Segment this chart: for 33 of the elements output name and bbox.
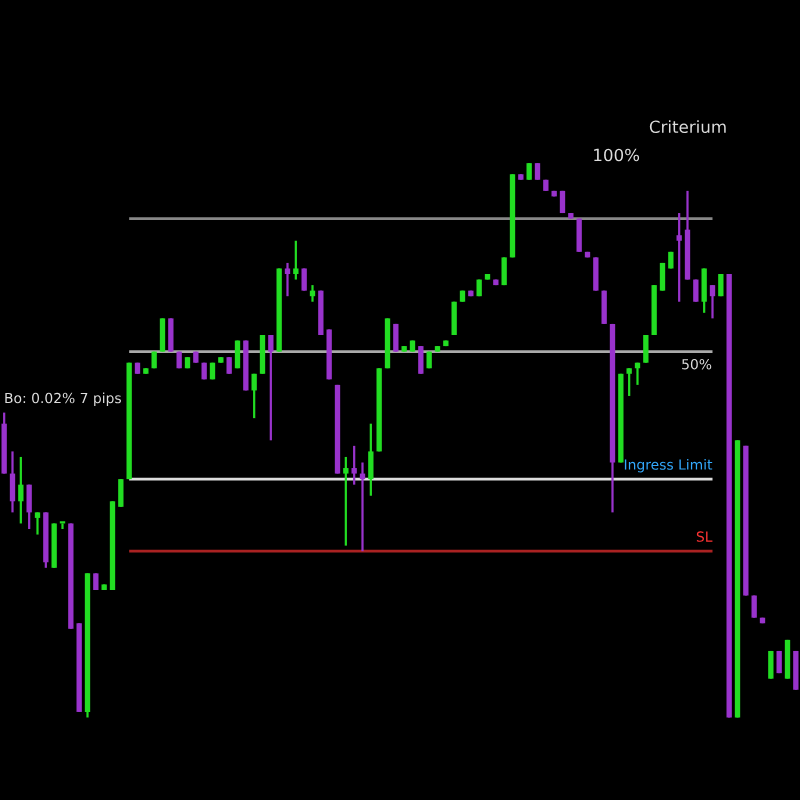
candlestick (643, 333, 649, 364)
candlestick (159, 317, 166, 353)
candlestick (268, 333, 274, 442)
text: Criterium (649, 120, 726, 134)
candlestick (501, 256, 507, 287)
candlestick (34, 511, 41, 536)
candlestick (284, 261, 291, 298)
candlestick (293, 239, 299, 281)
candlestick (626, 367, 632, 398)
candlestick (593, 256, 599, 292)
candlestick (601, 289, 607, 326)
candlestick (259, 333, 266, 375)
candlestick (418, 344, 424, 375)
candlestick (343, 455, 349, 547)
text: 100% (594, 148, 640, 162)
candlestick (51, 522, 57, 569)
candlestick (701, 267, 707, 314)
candlestick (18, 455, 24, 525)
candlestick (451, 300, 457, 337)
candlestick (168, 317, 174, 353)
candlestick (576, 217, 582, 253)
candlestick (784, 638, 791, 680)
candlestick (393, 322, 399, 353)
candlestick (9, 450, 16, 514)
candlestick (351, 444, 357, 486)
candlestick (251, 372, 257, 420)
candlestick (368, 422, 374, 497)
candlestick (793, 649, 799, 691)
candlestick (709, 283, 716, 320)
candlestick (768, 649, 774, 680)
candlestick (676, 211, 682, 303)
candlestick (301, 267, 307, 292)
candlestick (26, 483, 32, 531)
